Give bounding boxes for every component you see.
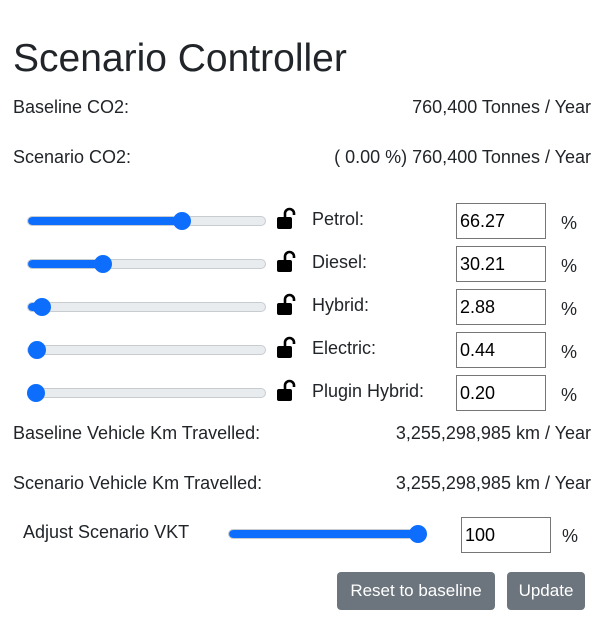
slider-thumb[interactable] [33, 298, 52, 316]
fuel-label: Plugin Hybrid: [312, 381, 425, 401]
scenario-vkt-label: Scenario Vehicle Km Travelled: [13, 473, 263, 493]
scenario-co2-value: ( 0.00 %) 760,400 Tonnes / Year [334, 147, 591, 167]
slider-thumb[interactable] [93, 255, 112, 273]
fuel-label: Hybrid: [312, 295, 370, 315]
percent-unit: % [561, 213, 578, 233]
update-button[interactable]: Update [507, 572, 585, 610]
petrol-percent-input[interactable] [456, 203, 546, 239]
slider-thumb[interactable] [409, 525, 427, 543]
hybrid-percent-input[interactable] [456, 289, 546, 325]
unlocked-padlock-icon[interactable] [276, 293, 296, 317]
fuel-label: Diesel: [312, 252, 368, 272]
slider-thumb[interactable] [27, 341, 46, 359]
slider-track [228, 529, 427, 539]
baseline-vkt-label: Baseline Vehicle Km Travelled: [13, 423, 261, 443]
slider-track [27, 216, 266, 226]
petrol-slider[interactable] [27, 211, 266, 231]
reset-to-baseline-button[interactable]: Reset to baseline [337, 572, 495, 610]
slider-fill [229, 530, 419, 538]
hybrid-slider[interactable] [27, 297, 266, 317]
percent-unit: % [562, 526, 579, 546]
diesel-percent-input[interactable] [456, 246, 546, 282]
slider-track [27, 388, 266, 398]
adjust-vkt-slider[interactable] [228, 524, 427, 544]
scenario-co2-label: Scenario CO2: [13, 147, 132, 167]
fuel-label: Electric: [312, 338, 377, 358]
unlocked-padlock-icon[interactable] [276, 336, 296, 360]
diesel-slider[interactable] [27, 254, 266, 274]
baseline-vkt-value: 3,255,298,985 km / Year [395, 423, 591, 443]
slider-fill [28, 217, 184, 225]
unlocked-padlock-icon[interactable] [276, 250, 296, 274]
electric-slider[interactable] [27, 340, 266, 360]
slider-track [27, 259, 266, 269]
percent-unit: % [561, 342, 578, 362]
slider-thumb[interactable] [173, 212, 192, 230]
plugin-hybrid-slider[interactable] [27, 383, 266, 403]
adjust-vkt-input[interactable] [461, 517, 551, 553]
baseline-co2-label: Baseline CO2: [13, 97, 130, 117]
electric-percent-input[interactable] [456, 332, 546, 368]
slider-fill [28, 260, 104, 268]
slider-track [27, 345, 266, 355]
slider-thumb[interactable] [27, 384, 46, 402]
slider-track [27, 302, 266, 312]
unlocked-padlock-icon[interactable] [276, 207, 296, 231]
baseline-co2-value: 760,400 Tonnes / Year [412, 97, 591, 117]
adjust-vkt-label: Adjust Scenario VKT [23, 522, 190, 542]
unlocked-padlock-icon[interactable] [276, 379, 296, 403]
fuel-label: Petrol: [312, 209, 365, 229]
page-title: Scenario Controller [13, 37, 347, 80]
percent-unit: % [561, 256, 578, 276]
percent-unit: % [561, 299, 578, 319]
plugin-hybrid-percent-input[interactable] [456, 375, 546, 411]
scenario-vkt-value: 3,255,298,985 km / Year [395, 473, 591, 493]
percent-unit: % [561, 385, 578, 405]
